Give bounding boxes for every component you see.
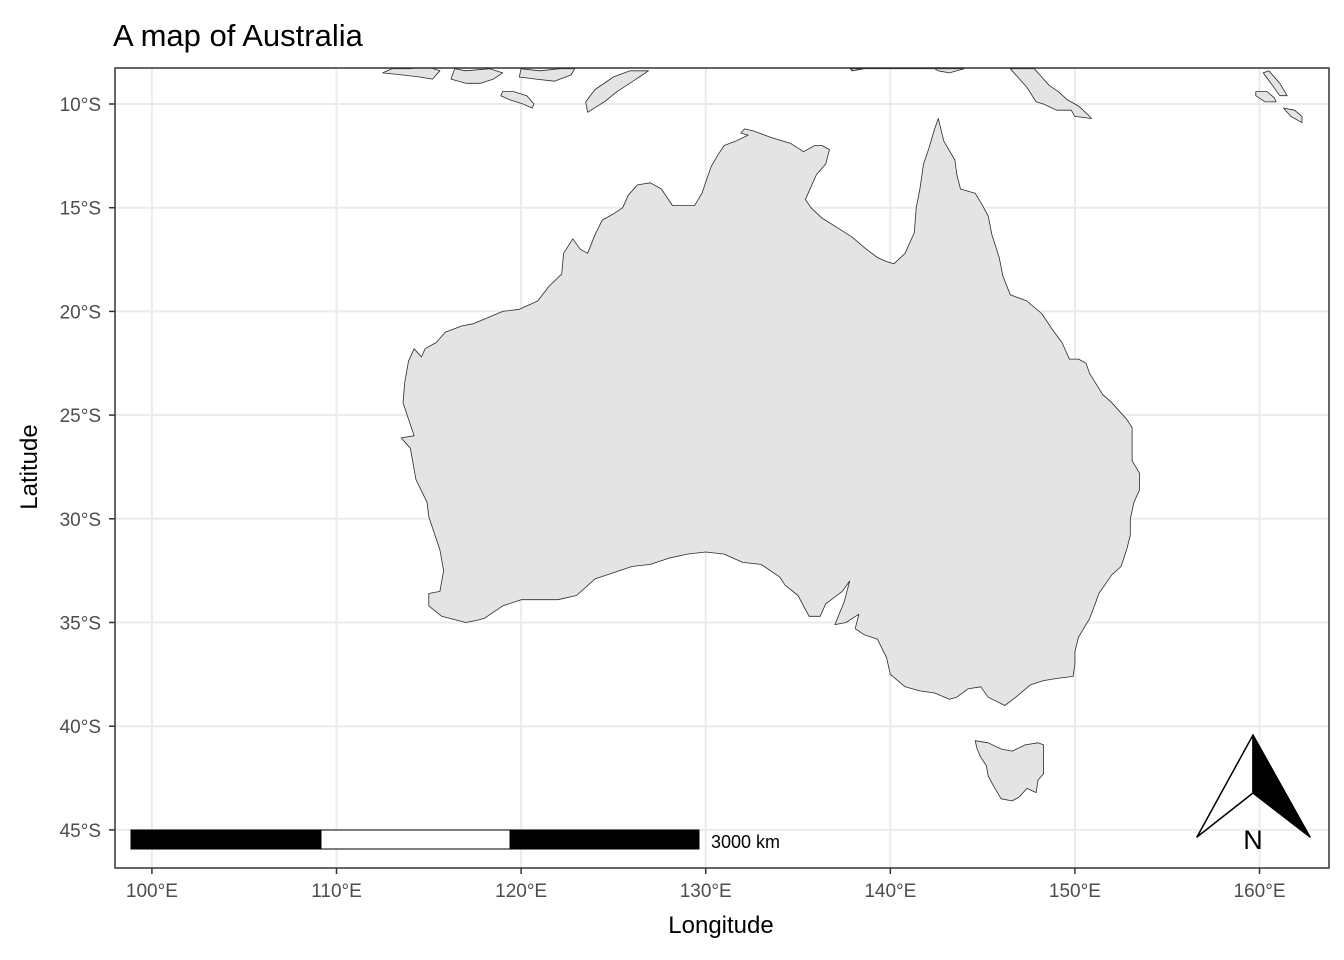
- scale-bar-segment: [509, 829, 700, 850]
- y-tick-label: 30°S: [60, 510, 101, 531]
- y-tick-label: 20°S: [60, 302, 101, 323]
- y-tick-label: 35°S: [60, 614, 101, 635]
- north-arrow-right-half: [1252, 734, 1311, 838]
- land-sumba: [500, 91, 535, 109]
- land-solomon-islands: [1262, 70, 1288, 97]
- land-makira: [1283, 107, 1303, 124]
- land-south-east-new-guinea: [1009, 68, 1092, 119]
- x-axis-title: Longitude: [668, 912, 773, 939]
- north-arrow-label: N: [1243, 825, 1263, 855]
- scale-bar: 3000 km: [130, 829, 780, 852]
- y-tick-label: 15°S: [60, 199, 101, 220]
- scale-bar-segment: [320, 829, 511, 850]
- scale-bar-segment: [130, 829, 322, 850]
- land-tasmania: [974, 740, 1044, 802]
- x-axis: 100°E 110°E 120°E 130°E 140°E 150°E 160°E: [126, 868, 1286, 902]
- y-tick-label: 40°S: [60, 717, 101, 738]
- y-tick-label: 10°S: [60, 95, 101, 116]
- north-arrow: N: [1196, 734, 1311, 855]
- x-tick-label: 150°E: [1049, 881, 1101, 902]
- land-guadalcanal: [1255, 91, 1277, 103]
- land-layer: [382, 68, 1303, 802]
- land-australia: [400, 118, 1140, 706]
- x-tick-label: 120°E: [495, 881, 547, 902]
- land-lombok-sumbawa: [450, 68, 504, 84]
- land-timor: [585, 70, 649, 113]
- scale-bar-label: 3000 km: [711, 832, 780, 852]
- map-title: A map of Australia: [113, 18, 364, 53]
- x-tick-label: 160°E: [1234, 881, 1286, 902]
- x-tick-label: 140°E: [864, 881, 916, 902]
- panel-border: [114, 67, 1330, 869]
- y-axis-title: Latitude: [16, 424, 43, 509]
- y-tick-label: 25°S: [60, 406, 101, 427]
- x-tick-label: 130°E: [680, 881, 732, 902]
- y-tick-label: 45°S: [60, 821, 101, 842]
- x-tick-label: 100°E: [126, 881, 178, 902]
- y-axis: 10°S 15°S 20°S 25°S 30°S 35°S 40°S 45°S: [60, 95, 115, 842]
- x-tick-label: 110°E: [311, 881, 362, 902]
